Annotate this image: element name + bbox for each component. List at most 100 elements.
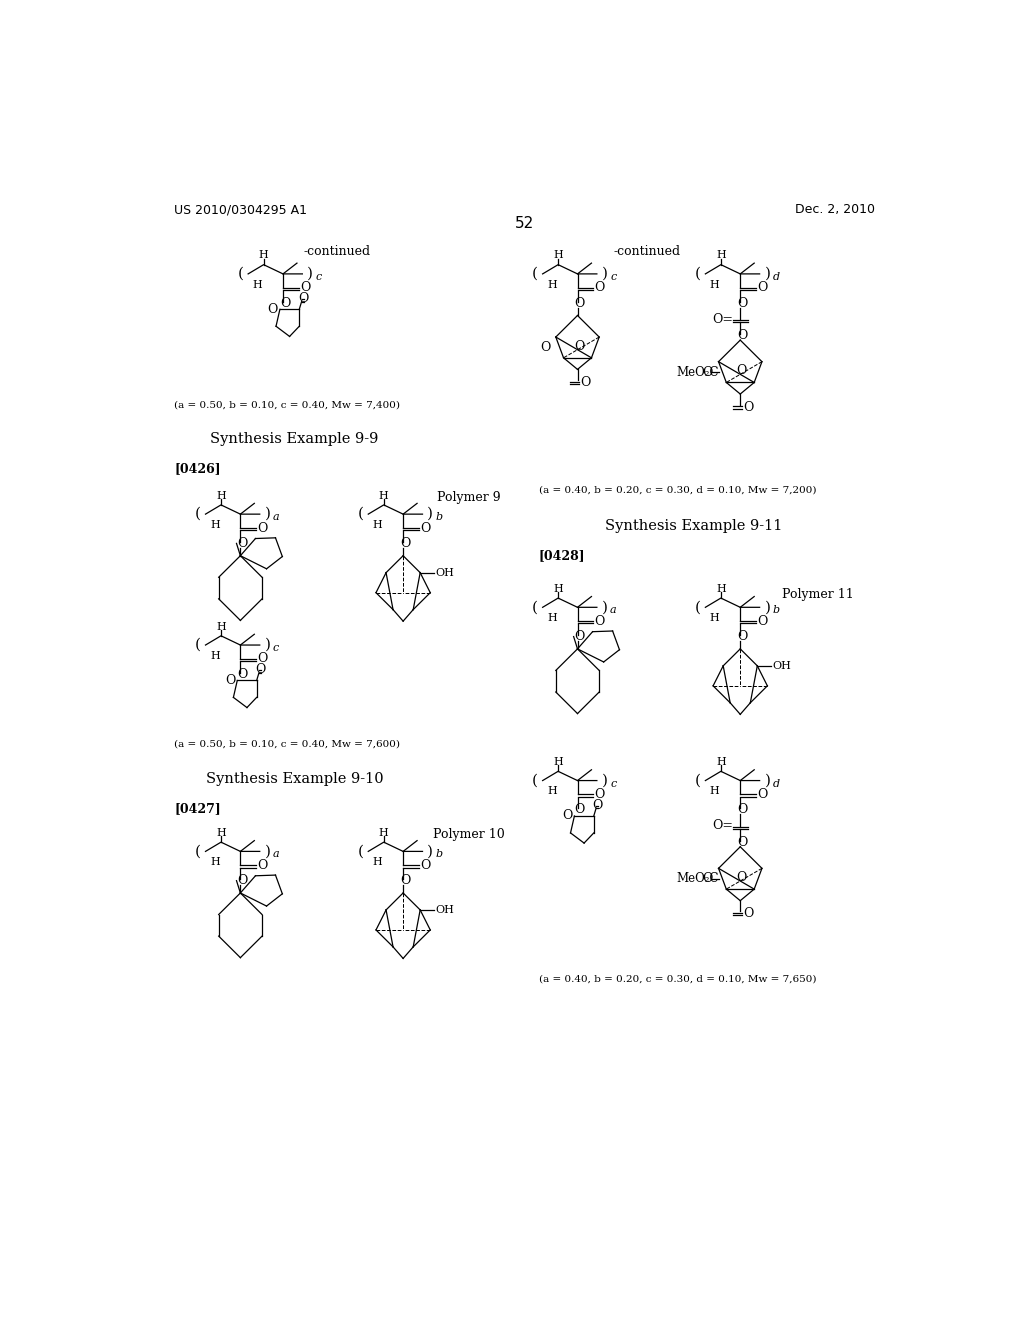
Text: ): ) <box>764 601 770 614</box>
Text: H: H <box>216 828 226 838</box>
Text: [0427]: [0427] <box>174 803 221 816</box>
Text: H: H <box>259 251 268 260</box>
Text: (: ( <box>195 507 201 521</box>
Text: O: O <box>400 537 411 550</box>
Text: a: a <box>273 850 280 859</box>
Text: Polymer 9: Polymer 9 <box>437 491 501 504</box>
Text: US 2010/0304295 A1: US 2010/0304295 A1 <box>174 203 307 216</box>
Text: H: H <box>553 251 563 260</box>
Text: ): ) <box>764 267 770 281</box>
Text: O: O <box>574 804 585 816</box>
Text: O: O <box>573 339 585 352</box>
Text: O: O <box>574 297 585 310</box>
Text: (: ( <box>531 601 538 614</box>
Text: (: ( <box>694 774 700 788</box>
Text: O: O <box>595 788 605 801</box>
Text: O: O <box>280 297 290 310</box>
Text: (: ( <box>195 845 201 858</box>
Text: (: ( <box>694 267 700 281</box>
Text: OH: OH <box>435 568 455 578</box>
Text: O: O <box>238 537 248 550</box>
Text: ): ) <box>427 507 433 521</box>
Text: O: O <box>737 329 748 342</box>
Text: O: O <box>758 615 768 628</box>
Text: (: ( <box>357 507 364 521</box>
Text: (: ( <box>195 638 201 652</box>
Text: a: a <box>273 512 280 523</box>
Text: H: H <box>210 857 220 867</box>
Text: H: H <box>710 787 720 796</box>
Text: O: O <box>574 630 585 643</box>
Text: O: O <box>737 804 748 816</box>
Text: H: H <box>716 251 726 260</box>
Text: O: O <box>737 297 748 310</box>
Text: O: O <box>595 281 605 294</box>
Text: O: O <box>298 292 308 305</box>
Text: O: O <box>420 859 430 871</box>
Text: O: O <box>743 400 754 413</box>
Text: O: O <box>400 874 411 887</box>
Text: H: H <box>547 612 557 623</box>
Text: O: O <box>257 652 268 665</box>
Text: (a = 0.50, b = 0.10, c = 0.40, Mw = 7,600): (a = 0.50, b = 0.10, c = 0.40, Mw = 7,60… <box>174 739 400 748</box>
Text: H: H <box>710 612 720 623</box>
Text: Polymer 10: Polymer 10 <box>433 829 505 841</box>
Text: ): ) <box>427 845 433 858</box>
Text: O: O <box>267 302 279 315</box>
Text: H: H <box>373 857 382 867</box>
Text: H: H <box>379 828 389 838</box>
Text: OH: OH <box>773 661 792 671</box>
Text: H: H <box>253 280 262 289</box>
Text: H: H <box>210 520 220 529</box>
Text: O: O <box>540 341 550 354</box>
Text: O: O <box>238 874 248 887</box>
Text: H: H <box>210 651 220 661</box>
Text: O: O <box>257 521 268 535</box>
Text: ): ) <box>264 507 270 521</box>
Text: Synthesis Example 9-11: Synthesis Example 9-11 <box>605 519 782 533</box>
Text: H: H <box>716 583 726 594</box>
Text: b: b <box>773 606 780 615</box>
Text: ): ) <box>602 774 607 788</box>
Text: 52: 52 <box>515 216 535 231</box>
Text: ): ) <box>264 638 270 652</box>
Text: O: O <box>736 364 746 378</box>
Text: H: H <box>553 758 563 767</box>
Text: ): ) <box>602 601 607 614</box>
Text: c: c <box>315 272 322 282</box>
Text: O: O <box>238 668 248 681</box>
Text: O: O <box>702 366 713 379</box>
Text: OH: OH <box>435 906 455 915</box>
Text: H: H <box>379 491 389 500</box>
Text: O: O <box>736 871 746 884</box>
Text: H: H <box>710 280 720 289</box>
Text: (a = 0.40, b = 0.20, c = 0.30, d = 0.10, Mw = 7,200): (a = 0.40, b = 0.20, c = 0.30, d = 0.10,… <box>539 486 816 495</box>
Text: c: c <box>273 643 280 653</box>
Text: (a = 0.50, b = 0.10, c = 0.40, Mw = 7,400): (a = 0.50, b = 0.10, c = 0.40, Mw = 7,40… <box>174 401 400 411</box>
Text: O: O <box>737 836 748 849</box>
Text: (: ( <box>531 267 538 281</box>
Text: c: c <box>610 272 616 282</box>
Text: O: O <box>562 809 572 822</box>
Text: ): ) <box>602 267 607 281</box>
Text: H: H <box>373 520 382 529</box>
Text: (: ( <box>694 601 700 614</box>
Text: O: O <box>702 873 713 886</box>
Text: O: O <box>420 521 430 535</box>
Text: (a = 0.40, b = 0.20, c = 0.30, d = 0.10, Mw = 7,650): (a = 0.40, b = 0.20, c = 0.30, d = 0.10,… <box>539 974 816 983</box>
Text: O: O <box>758 788 768 801</box>
Text: -continued: -continued <box>613 244 681 257</box>
Text: O: O <box>225 675 236 686</box>
Text: H: H <box>216 622 226 631</box>
Text: (: ( <box>238 267 244 281</box>
Text: ): ) <box>764 774 770 788</box>
Text: O: O <box>581 376 591 389</box>
Text: H: H <box>553 583 563 594</box>
Text: O=: O= <box>713 313 734 326</box>
Text: Synthesis Example 9-9: Synthesis Example 9-9 <box>211 432 379 446</box>
Text: O: O <box>593 799 603 812</box>
Text: d: d <box>773 272 780 282</box>
Text: b: b <box>435 512 442 523</box>
Text: ): ) <box>264 845 270 858</box>
Text: (: ( <box>531 774 538 788</box>
